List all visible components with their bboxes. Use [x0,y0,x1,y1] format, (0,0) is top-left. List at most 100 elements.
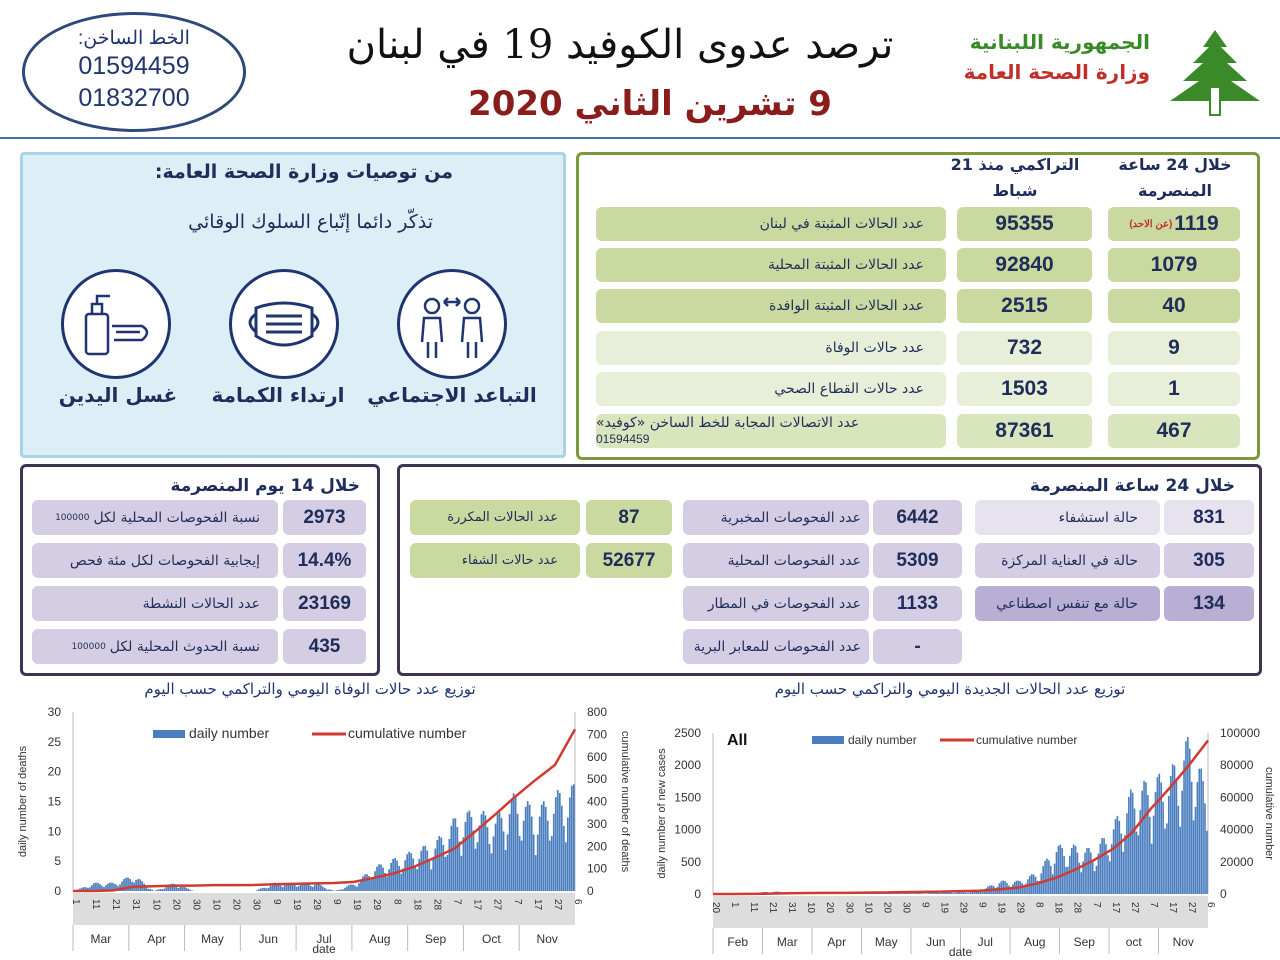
tests-value: 1133 [873,586,962,621]
tests-value: - [873,629,962,664]
days14-value: 14.4% [283,543,366,578]
daily-bar [530,816,533,891]
daily-bar [305,883,308,891]
legend-label-cumulative: cumulative number [348,725,467,741]
daily-bar [360,879,362,891]
daily-bar [113,883,115,891]
daily-bar [492,836,495,891]
daily-bar [916,892,919,894]
x-tick-label: 20 [170,899,181,911]
daily-bar [514,797,517,891]
days14-row-label: عدد الحالات النشطة [32,586,278,621]
daily-bar [372,877,374,891]
daily-bar [416,869,419,891]
daily-bar [450,825,453,891]
daily-bar [315,884,318,891]
daily-bar [412,858,415,891]
daily-bar [518,835,521,891]
daily-bar [111,882,113,891]
daily-bar [498,812,501,891]
daily-bar [520,840,523,891]
daily-bar [1082,861,1084,894]
summary-row-label: عدد حالات القطاع الصحي [596,372,946,406]
daily-bar [1023,886,1025,894]
daily-bar [502,831,505,891]
daily-bar [103,887,105,891]
daily-bar [552,813,555,891]
daily-bar [954,892,957,894]
x-tick-label: 10 [805,902,816,914]
x-tick-label: 28 [431,899,442,911]
x-tick-label: 8 [1034,902,1045,908]
daily-bar [1034,876,1037,894]
daily-bar [93,883,95,891]
daily-bar [1185,741,1187,894]
daily-value-text: 1079 [1150,253,1198,276]
daily-bar [388,869,390,891]
daily-value-text: 9 [1168,336,1180,359]
daily-bar [506,834,509,891]
daily-bar [400,873,403,891]
legend-swatch-daily [153,730,185,738]
hand-washing-icon [61,269,171,379]
cumulative-value: 1503 [957,372,1092,406]
daily-bar [534,855,537,891]
face-mask-label: ارتداء الكمامة [211,383,345,407]
daily-bar [277,884,280,891]
y2-tick-label: 20000 [1220,855,1254,869]
daily-bar [500,818,503,891]
x-tick-label: 9 [271,899,282,905]
daily-bar [1101,838,1103,894]
daily-bar [344,887,346,891]
month-label: Mar [777,935,798,949]
x-tick-label: 20 [231,899,242,911]
daily-bar [1078,862,1081,894]
y-tick-label: 1500 [674,790,701,804]
daily-bar [1171,764,1174,894]
daily-bar [556,790,559,891]
daily-bar [1198,768,1201,894]
daily-bar [975,890,978,894]
daily-bar [307,884,310,891]
daily-value-text: 1119 [1174,212,1219,235]
daily-bar [293,884,296,891]
daily-bar [275,882,278,891]
daily-bar [456,827,459,891]
daily-bar [129,878,131,891]
recommendations-subtitle: تذكّر دائما إتّباع السلوك الوقائي [188,211,433,233]
header-divider [0,137,1280,139]
month-label: Oct [482,932,501,946]
cumulative-line [713,739,1209,896]
daily-bar [542,801,545,891]
daily-bar [187,888,190,891]
other-value: 87 [586,500,672,535]
daily-bar [935,892,938,894]
daily-bar [560,805,563,891]
daily-bar [570,785,573,891]
daily-bar [358,883,360,891]
hours24-panel [397,464,1262,676]
x-tick-label: 9 [331,899,342,905]
summary-row-label: عدد الحالات المثبتة المحلية [596,248,946,282]
daily-bar [494,823,497,891]
daily-bar [1152,815,1155,894]
x-tick-label: 29 [311,899,322,911]
daily-bar [474,848,477,891]
daily-bar [928,893,930,894]
row-label-text: نسبة الحدوث المحلية لكل [109,638,260,655]
x-tick-label: 10 [211,899,222,911]
daily-bar [973,890,976,894]
daily-bar [1046,858,1048,894]
daily-bar [303,882,306,891]
daily-bar [145,886,147,891]
y2-tick-label: 500 [587,772,607,786]
daily-bar [966,892,968,894]
daily-bar [406,854,409,891]
daily-bar [1154,792,1157,894]
daily-bar [269,885,272,891]
daily-bar [330,889,332,891]
daily-bar [943,892,945,894]
daily-bar [139,879,141,891]
daily-bar [287,882,290,891]
daily-bar [1162,801,1164,894]
